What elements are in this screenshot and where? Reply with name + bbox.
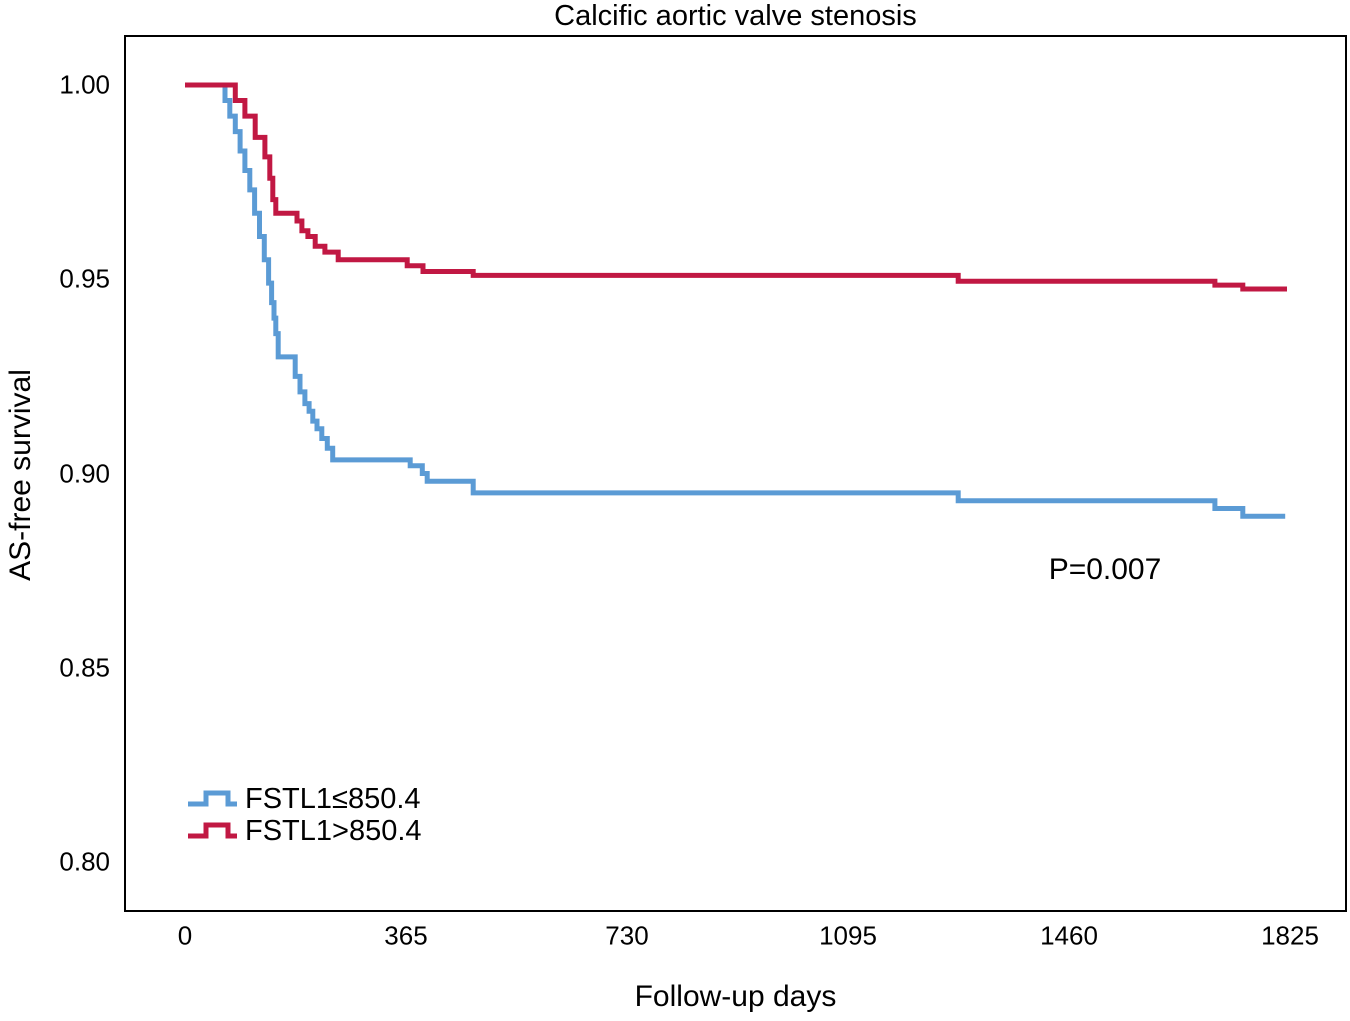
x-tick-label: 365 bbox=[384, 920, 428, 951]
legend-item-fstl1-low: FSTL1≤850.4 bbox=[186, 783, 422, 815]
x-axis-title: Follow-up days bbox=[634, 980, 837, 1013]
legend-item-fstl1-high: FSTL1>850.4 bbox=[186, 815, 422, 847]
y-tick-label: 1.00 bbox=[59, 69, 110, 100]
x-tick-label: 730 bbox=[605, 920, 649, 951]
legend-label: FSTL1>850.4 bbox=[245, 815, 422, 847]
p-value-annotation: P=0.007 bbox=[1048, 553, 1162, 586]
y-tick-label: 0.90 bbox=[59, 458, 110, 488]
step-line-marker-icon bbox=[188, 822, 237, 839]
x-tick-label: 1460 bbox=[1040, 920, 1098, 951]
y-tick-label: 0.80 bbox=[59, 846, 110, 877]
plot-area bbox=[124, 35, 1347, 912]
step-line-marker-icon bbox=[188, 790, 237, 807]
chart-title: Calcific aortic valve stenosis bbox=[554, 0, 917, 32]
x-tick-label: 1095 bbox=[819, 920, 877, 951]
legend-label: FSTL1≤850.4 bbox=[245, 783, 421, 815]
x-tick-label: 1825 bbox=[1261, 920, 1319, 951]
legend: FSTL1≤850.4 FSTL1>850.4 bbox=[186, 783, 422, 847]
x-tick-label: 0 bbox=[177, 920, 193, 951]
y-tick-label: 0.95 bbox=[59, 263, 110, 294]
y-tick-label: 0.85 bbox=[59, 652, 110, 683]
y-axis-title: AS-free survival bbox=[4, 369, 37, 581]
